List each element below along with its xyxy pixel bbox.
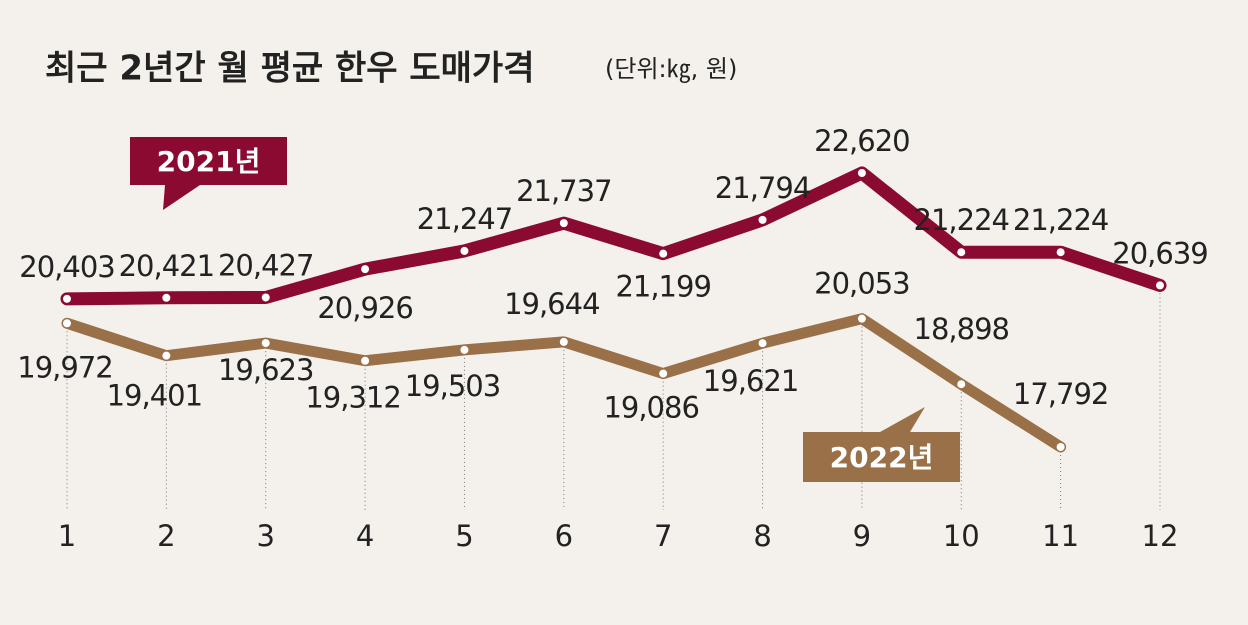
point [460,345,469,354]
legend-label: 2021년 [157,145,261,178]
value-label: 19,644 [504,287,599,321]
chart-subtitle: (단위:㎏, 원) [605,55,737,84]
value-label: 21,794 [715,171,810,205]
legend-box [803,432,960,482]
value-label: 21,199 [615,270,710,304]
point [1056,443,1065,451]
value-label: 21,247 [417,202,512,236]
x-tick-label: 4 [356,519,374,553]
value-label: 22,620 [814,124,909,158]
x-tick-label: 3 [257,519,275,553]
point [758,339,767,348]
value-label: 19,503 [405,369,500,403]
point [261,293,270,302]
point [758,215,767,224]
point [1056,248,1065,257]
legend-label: 2022년 [830,441,934,474]
legend-pointer [880,407,925,432]
chart-title: 최근 2년간 월 평균 한우 도매가격 [45,49,534,89]
x-tick-label: 10 [943,519,980,553]
value-label: 19,623 [218,353,313,387]
point [361,356,370,365]
legend-pointer [163,185,200,210]
point [857,169,866,177]
point [559,337,568,346]
point [559,219,568,228]
point [659,249,668,258]
x-tick-label: 9 [853,519,871,553]
x-tick-label: 6 [555,519,573,553]
value-label: 18,898 [914,312,1009,346]
x-tick-label: 11 [1042,519,1079,553]
value-label: 17,792 [1013,377,1108,411]
point [261,339,270,348]
point [162,293,171,302]
value-label: 20,421 [119,249,214,283]
value-label: 20,053 [814,267,909,301]
point [63,294,71,303]
value-label: 20,403 [19,250,114,284]
x-tick-label: 5 [455,519,473,553]
point [460,246,469,255]
x-tick-label: 12 [1142,519,1179,553]
point [361,265,370,274]
point [857,314,866,323]
value-label: 20,639 [1112,236,1207,270]
value-label: 20,427 [218,248,313,282]
x-tick-label: 2 [157,519,175,553]
x-tick-label: 7 [654,519,672,553]
value-label: 21,224 [914,203,1009,237]
point [162,351,171,360]
value-label: 19,401 [107,379,202,413]
value-label: 19,086 [603,391,698,425]
x-tick-label: 8 [753,519,771,553]
value-label: 21,737 [516,174,611,208]
point [957,380,966,389]
point [659,369,668,378]
value-label: 20,926 [317,291,412,325]
point [1156,281,1164,290]
value-label: 19,621 [703,364,798,398]
line [60,166,1167,306]
value-label: 19,312 [305,381,400,415]
point [63,319,71,328]
value-label: 21,224 [1013,203,1108,237]
point [957,248,966,257]
value-label: 19,972 [17,350,112,384]
x-tick-label: 1 [58,519,76,553]
legend-box [130,137,287,185]
